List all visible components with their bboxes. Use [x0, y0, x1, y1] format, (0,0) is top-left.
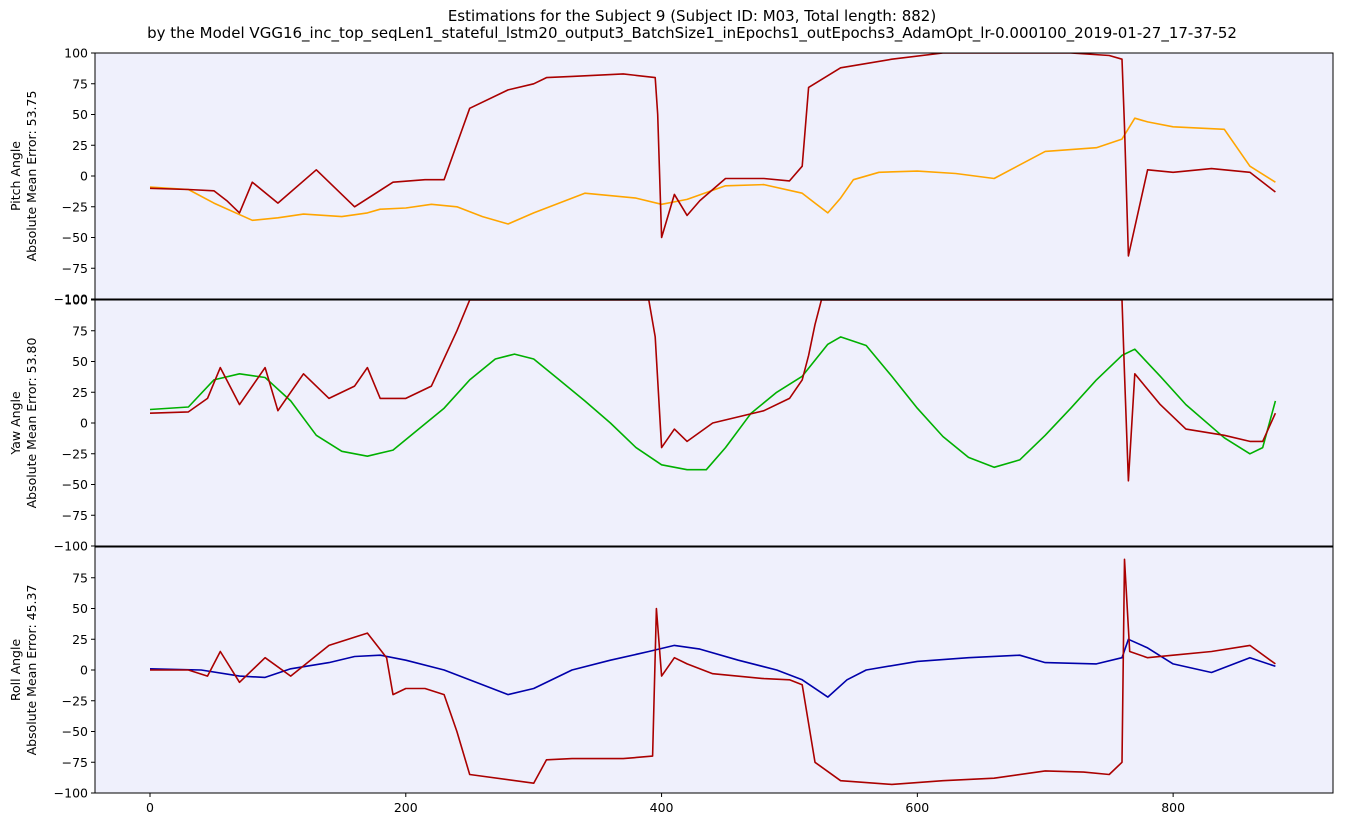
pitch-plot-area [95, 53, 1333, 299]
yaw-ylabel-line2: Absolute Mean Error: 53.80 [24, 338, 39, 509]
pitch-ylabel-line2: Absolute Mean Error: 53.75 [24, 91, 39, 262]
pitch-ytick-label: 0 [80, 169, 88, 184]
yaw-ytick-label: 0 [80, 416, 88, 431]
chart-title-line1: Estimations for the Subject 9 (Subject I… [448, 7, 936, 25]
yaw-series-estimate-line [149, 300, 1277, 482]
roll-xtick-label: 200 [394, 800, 418, 815]
roll-ytick-label: 0 [80, 663, 88, 678]
roll-series-group [149, 558, 1276, 786]
pitch-series-ground_truth-line [149, 117, 1276, 225]
pitch-ytick-label: −25 [62, 199, 88, 214]
yaw-ylabel-line1: Yaw Angle [8, 391, 23, 456]
roll-ytick-label: −25 [62, 693, 88, 708]
roll-xtick-label: 400 [650, 800, 674, 815]
pitch-ylabel-line1: Pitch Angle [8, 141, 23, 211]
roll-ytick-label: −100 [54, 786, 88, 801]
roll-ylabel-line2: Absolute Mean Error: 45.37 [24, 585, 39, 756]
roll-panel: −100 −75 −50 −25 0 25 50 75 0 200 400 600 800 Roll An… [8, 546, 1334, 815]
roll-ytick-label: 75 [72, 570, 88, 585]
roll-ytick-label: −50 [62, 724, 88, 739]
roll-ytick-label: 50 [72, 601, 88, 616]
pitch-ytick-label: 75 [72, 76, 88, 91]
yaw-ytick-label: −100 [54, 539, 88, 554]
roll-ylabel-line1: Roll Angle [8, 639, 23, 702]
pitch-ytick-label: −75 [62, 261, 88, 276]
yaw-ytick-label: −50 [62, 477, 88, 492]
chart-title-line2: by the Model VGG16_inc_top_seqLen1_state… [147, 24, 1237, 43]
pitch-ytick-label: 25 [72, 138, 88, 153]
roll-xtick-label: 0 [146, 800, 154, 815]
pitch-ytick-label: 100 [64, 46, 88, 61]
pitch-ytick-label: 50 [72, 107, 88, 122]
roll-series-estimate-line [150, 558, 1276, 786]
pitch-ytick-label: −50 [62, 230, 88, 245]
yaw-panel: −100 −75 −50 −25 0 25 50 75 100 Yaw Angle Absolute… [8, 293, 1334, 554]
pitch-series-group [149, 53, 1276, 257]
yaw-ytick-label: 50 [72, 354, 88, 369]
yaw-ytick-label: −25 [62, 446, 88, 461]
yaw-ytick-label: 100 [64, 293, 88, 308]
pitch-panel: −100 −75 −50 −25 0 25 50 75 100 Pitch Angle Absolu… [8, 46, 1334, 307]
roll-ytick-label: 25 [72, 632, 88, 647]
yaw-ytick-label: 25 [72, 385, 88, 400]
roll-plot-area [95, 547, 1333, 793]
yaw-series-ground_truth-line [149, 336, 1277, 471]
roll-ytick-label: −75 [62, 755, 88, 770]
roll-xtick-label: 600 [905, 800, 929, 815]
roll-xtick-label: 800 [1161, 800, 1185, 815]
yaw-ytick-label: 75 [72, 323, 88, 338]
yaw-series-group [149, 300, 1277, 482]
pitch-series-estimate-line [149, 53, 1276, 257]
pitch-ytick-label: −100 [54, 292, 88, 307]
yaw-ytick-label: −75 [62, 508, 88, 523]
